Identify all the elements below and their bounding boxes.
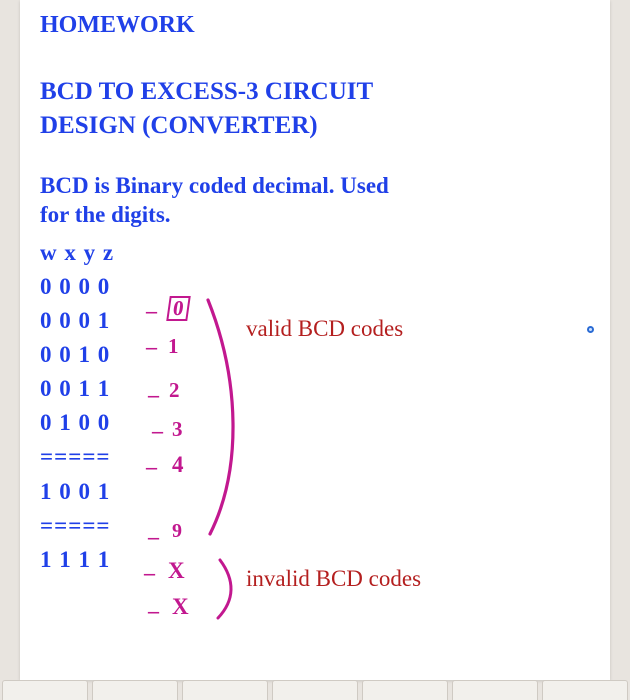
code-sep-2: ===== <box>40 513 111 538</box>
bcd-table: w x y z 0 0 0 0 0 0 0 1 0 0 1 0 0 0 1 1 … <box>40 236 590 576</box>
heading-title-line2: DESIGN (CONVERTER) <box>40 112 318 139</box>
heading-homework: HOMEWORK <box>40 12 590 39</box>
handwritten-label: – <box>144 560 155 586</box>
thumbnail[interactable] <box>272 680 358 700</box>
code-row-4: 0 1 0 0 <box>40 410 110 435</box>
code-row-0: 0 0 0 0 <box>40 274 110 299</box>
body-line1: BCD is Binary coded decimal. Used <box>40 173 389 198</box>
code-row-5: 1 0 0 1 <box>40 479 110 504</box>
handwritten-label: – <box>146 334 157 360</box>
code-row-2: 0 0 1 0 <box>40 342 110 367</box>
handwritten-label: 1 <box>168 334 179 359</box>
document-page: HOMEWORK BCD TO EXCESS-3 CIRCUIT DESIGN … <box>20 0 610 680</box>
thumbnail[interactable] <box>452 680 538 700</box>
handwritten-label: 9 <box>172 520 182 543</box>
thumbnail[interactable] <box>92 680 178 700</box>
thumbnail[interactable] <box>2 680 88 700</box>
handwritten-label: 0 <box>166 296 190 321</box>
marker-dot-icon <box>587 326 594 333</box>
code-row-3: 0 0 1 1 <box>40 376 110 401</box>
thumbnail[interactable] <box>182 680 268 700</box>
code-sep-1: ===== <box>40 444 111 469</box>
category-label: invalid BCD codes <box>246 566 421 592</box>
handwritten-label: – <box>148 598 159 624</box>
handwritten-label: – <box>146 298 157 324</box>
handwritten-label: X <box>168 558 185 584</box>
handwritten-label: – <box>152 418 163 444</box>
handwritten-label: – <box>146 454 157 480</box>
thumbnail-strip <box>0 680 630 700</box>
heading-title-line1: BCD TO EXCESS-3 CIRCUIT <box>40 78 373 105</box>
handwritten-label: X <box>172 594 189 620</box>
body-paragraph: BCD is Binary coded decimal. Used for th… <box>40 171 590 231</box>
heading-title: BCD TO EXCESS-3 CIRCUIT DESIGN (CONVERTE… <box>40 75 590 143</box>
thumbnail[interactable] <box>542 680 628 700</box>
body-line2: for the digits. <box>40 202 171 227</box>
handwritten-label: 3 <box>172 417 183 442</box>
code-header: w x y z <box>40 240 114 265</box>
category-label: valid BCD codes <box>246 316 403 342</box>
handwritten-label: – <box>148 382 159 408</box>
handwritten-label: – <box>148 524 159 550</box>
code-row-6: 1 1 1 1 <box>40 547 110 572</box>
handwritten-label: 4 <box>172 452 184 478</box>
thumbnail[interactable] <box>362 680 448 700</box>
handwritten-label: 2 <box>169 378 180 403</box>
code-row-1: 0 0 0 1 <box>40 308 110 333</box>
